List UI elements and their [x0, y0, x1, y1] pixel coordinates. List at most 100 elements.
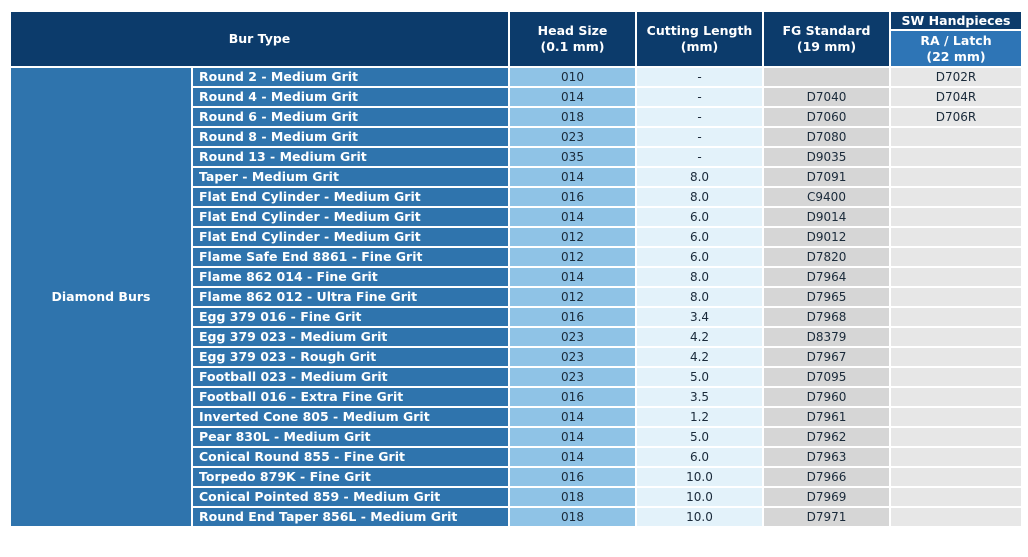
cutting-length-cell: 5.0: [637, 428, 762, 446]
fg-standard-cell: [764, 68, 889, 86]
table-row: Egg 379 023 - Medium Grit 023 4.2 D8379: [11, 328, 1021, 346]
head-size-cell: 014: [510, 428, 635, 446]
head-size-cell: 018: [510, 508, 635, 526]
bur-type-cell: Football 016 - Extra Fine Grit: [193, 388, 508, 406]
bur-type-cell: Flame 862 012 - Ultra Fine Grit: [193, 288, 508, 306]
cutting-length-cell: 4.2: [637, 348, 762, 366]
fg-standard-cell: D7080: [764, 128, 889, 146]
cutting-length-cell: 3.5: [637, 388, 762, 406]
cutting-length-cell: 10.0: [637, 488, 762, 506]
ra-latch-cell: [891, 388, 1021, 406]
head-size-cell: 014: [510, 408, 635, 426]
bur-type-cell: Egg 379 023 - Rough Grit: [193, 348, 508, 366]
bur-type-cell: Flat End Cylinder - Medium Grit: [193, 228, 508, 246]
bur-type-cell: Round 2 - Medium Grit: [193, 68, 508, 86]
head-size-cell: 018: [510, 108, 635, 126]
head-size-cell: 014: [510, 268, 635, 286]
fg-standard-cell: D7962: [764, 428, 889, 446]
head-size-cell: 010: [510, 68, 635, 86]
cutting-length-cell: 8.0: [637, 188, 762, 206]
bur-type-cell: Taper - Medium Grit: [193, 168, 508, 186]
head-size-cell: 012: [510, 248, 635, 266]
ra-latch-cell: [891, 188, 1021, 206]
bur-table-container: Bur Type Head Size (0.1 mm) Cutting Leng…: [9, 10, 1021, 528]
head-size-cell: 014: [510, 88, 635, 106]
fg-standard-cell: D7091: [764, 168, 889, 186]
head-size-cell: 014: [510, 208, 635, 226]
bur-table: Bur Type Head Size (0.1 mm) Cutting Leng…: [9, 10, 1023, 528]
fg-standard-cell: D7969: [764, 488, 889, 506]
cutting-length-cell: 5.0: [637, 368, 762, 386]
table-body: Diamond Burs Round 2 - Medium Grit 010 -…: [11, 68, 1021, 526]
fg-standard-cell: D7095: [764, 368, 889, 386]
ra-latch-cell: D706R: [891, 108, 1021, 126]
bur-type-cell: Round 4 - Medium Grit: [193, 88, 508, 106]
cutting-length-header: Cutting Length (mm): [637, 12, 762, 66]
ra-latch-cell: [891, 408, 1021, 426]
fg-standard-cell: D7967: [764, 348, 889, 366]
ra-latch-cell: [891, 468, 1021, 486]
group-label-diamond-burs: Diamond Burs: [11, 68, 191, 526]
table-row: Egg 379 016 - Fine Grit 016 3.4 D7968: [11, 308, 1021, 326]
cutting-length-cell: 8.0: [637, 168, 762, 186]
fg-standard-cell: D7964: [764, 268, 889, 286]
fg-standard-cell: D7968: [764, 308, 889, 326]
cutting-length-cell: 6.0: [637, 208, 762, 226]
fg-standard-cell: D7820: [764, 248, 889, 266]
header-row: Bur Type Head Size (0.1 mm) Cutting Leng…: [11, 12, 1021, 66]
bur-type-cell: Conical Round 855 - Fine Grit: [193, 448, 508, 466]
sw-handpieces-header: SW Handpieces: [891, 12, 1021, 29]
ra-latch-cell: [891, 488, 1021, 506]
ra-latch-header: RA / Latch (22 mm): [891, 31, 1021, 66]
bur-type-cell: Round 13 - Medium Grit: [193, 148, 508, 166]
subheader-row: RA / Latch (22 mm): [11, 31, 1021, 66]
table-row: Round 4 - Medium Grit 014 - D7040 D704R: [11, 88, 1021, 106]
table-row: Football 023 - Medium Grit 023 5.0 D7095: [11, 368, 1021, 386]
ra-latch-cell: [891, 448, 1021, 466]
fg-standard-cell: D7961: [764, 408, 889, 426]
table-row: Flame 862 014 - Fine Grit 014 8.0 D7964: [11, 268, 1021, 286]
table-row: Flame 862 012 - Ultra Fine Grit 012 8.0 …: [11, 288, 1021, 306]
ra-latch-cell: [891, 128, 1021, 146]
bur-type-cell: Round End Taper 856L - Medium Grit: [193, 508, 508, 526]
head-size-cell: 023: [510, 128, 635, 146]
fg-standard-cell: D7040: [764, 88, 889, 106]
cutting-length-cell: 8.0: [637, 268, 762, 286]
bur-type-cell: Round 8 - Medium Grit: [193, 128, 508, 146]
head-size-header: Head Size (0.1 mm): [510, 12, 635, 66]
table-row: Round 6 - Medium Grit 018 - D7060 D706R: [11, 108, 1021, 126]
cutting-length-cell: 4.2: [637, 328, 762, 346]
table-row: Flat End Cylinder - Medium Grit 016 8.0 …: [11, 188, 1021, 206]
ra-latch-cell: [891, 328, 1021, 346]
table-row: Round 8 - Medium Grit 023 - D7080: [11, 128, 1021, 146]
head-size-cell: 012: [510, 288, 635, 306]
bur-type-cell: Flame 862 014 - Fine Grit: [193, 268, 508, 286]
table-row: Diamond Burs Round 2 - Medium Grit 010 -…: [11, 68, 1021, 526]
fg-standard-cell: D7963: [764, 448, 889, 466]
head-size-cell: 023: [510, 328, 635, 346]
fg-standard-cell: D9012: [764, 228, 889, 246]
ra-latch-cell: [891, 248, 1021, 266]
fg-standard-cell: D9035: [764, 148, 889, 166]
ra-latch-cell: [891, 308, 1021, 326]
head-size-cell: 016: [510, 468, 635, 486]
bur-type-cell: Flat End Cylinder - Medium Grit: [193, 188, 508, 206]
bur-type-cell: Pear 830L - Medium Grit: [193, 428, 508, 446]
table-row: Flat End Cylinder - Medium Grit 012 6.0 …: [11, 228, 1021, 246]
table-row: Conical Round 855 - Fine Grit 014 6.0 D7…: [11, 448, 1021, 466]
cutting-length-cell: 8.0: [637, 288, 762, 306]
head-size-cell: 014: [510, 448, 635, 466]
cutting-length-cell: 6.0: [637, 448, 762, 466]
fg-standard-cell: D7966: [764, 468, 889, 486]
fg-standard-cell: D7960: [764, 388, 889, 406]
cutting-length-cell: 6.0: [637, 228, 762, 246]
fg-standard-cell: D8379: [764, 328, 889, 346]
bur-type-cell: Conical Pointed 859 - Medium Grit: [193, 488, 508, 506]
table-row: Egg 379 023 - Rough Grit 023 4.2 D7967: [11, 348, 1021, 366]
ra-latch-cell: [891, 368, 1021, 386]
cutting-length-cell: 10.0: [637, 508, 762, 526]
bur-type-cell: Football 023 - Medium Grit: [193, 368, 508, 386]
fg-standard-cell: D7060: [764, 108, 889, 126]
cutting-length-cell: 6.0: [637, 248, 762, 266]
table-row: Inverted Cone 805 - Medium Grit 014 1.2 …: [11, 408, 1021, 426]
